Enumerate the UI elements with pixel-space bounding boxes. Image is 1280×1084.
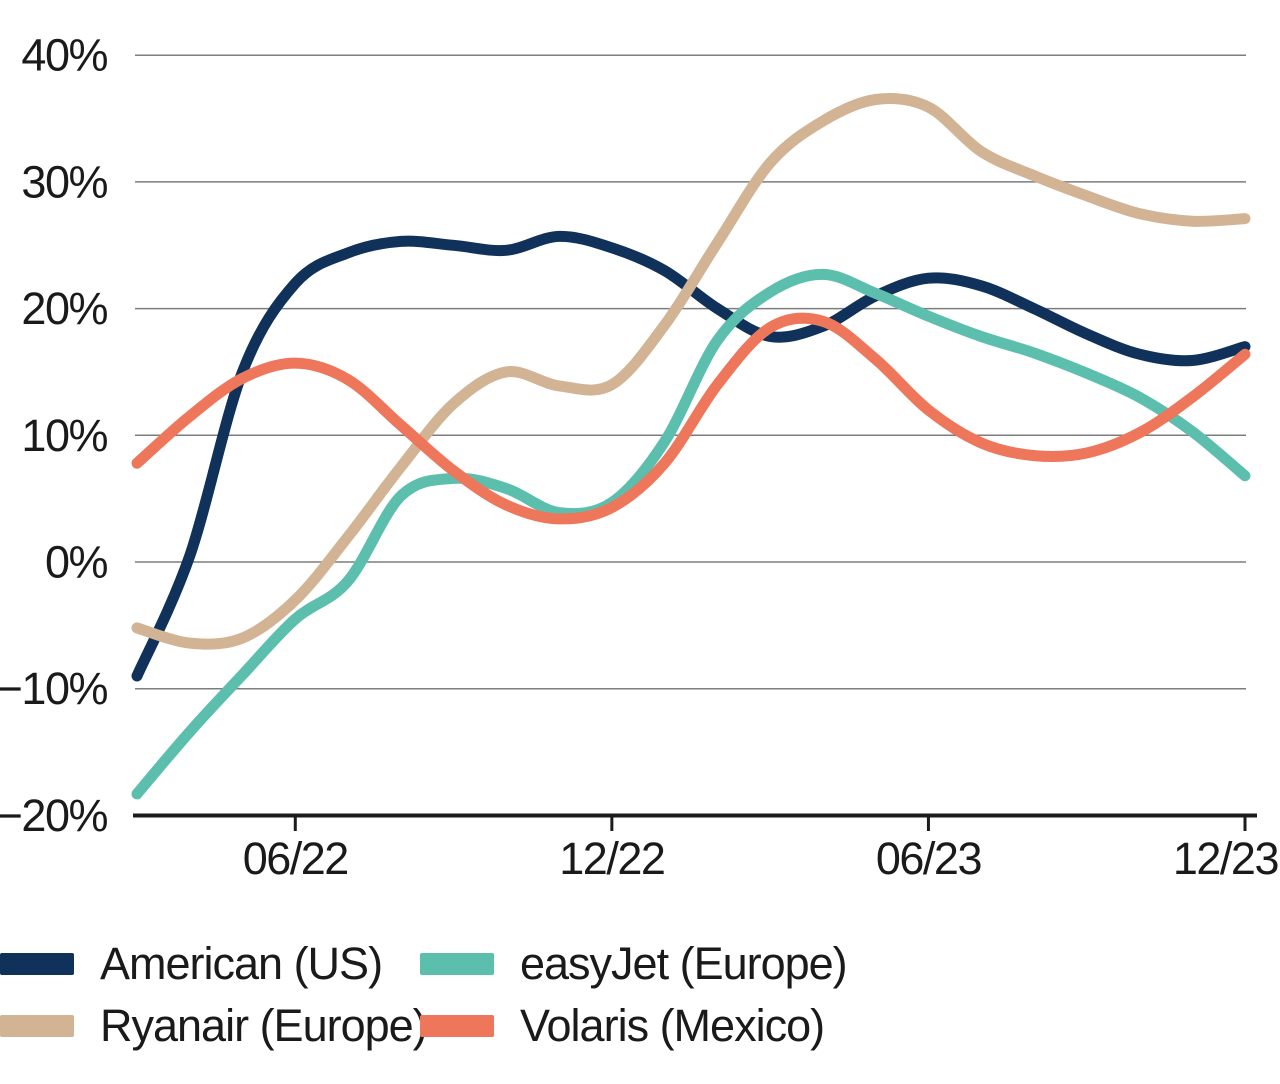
x-axis-tick-label: 06/22 (243, 833, 348, 884)
x-axis-tick-label: 12/22 (559, 833, 664, 884)
series-line-ryanair-europe (131, 93, 1251, 650)
y-axis-tick-label: 30% (21, 156, 107, 207)
series-line-easyjet-europe (131, 268, 1251, 800)
y-axis-tick-label: 0% (45, 537, 108, 588)
y-axis-tick-label: −10% (0, 663, 107, 714)
x-axis-tick-label: 06/23 (876, 833, 982, 884)
series-line-volaris-mexico (131, 312, 1251, 525)
x-axis-tick-label: 12/23 (1173, 833, 1279, 884)
y-axis-tick-label: 40% (21, 30, 107, 81)
series-line-american-us (131, 230, 1251, 682)
y-axis-tick-label: −20% (0, 790, 107, 841)
y-axis-tick-label: 20% (21, 283, 107, 334)
y-axis-tick-label: 10% (21, 410, 107, 461)
